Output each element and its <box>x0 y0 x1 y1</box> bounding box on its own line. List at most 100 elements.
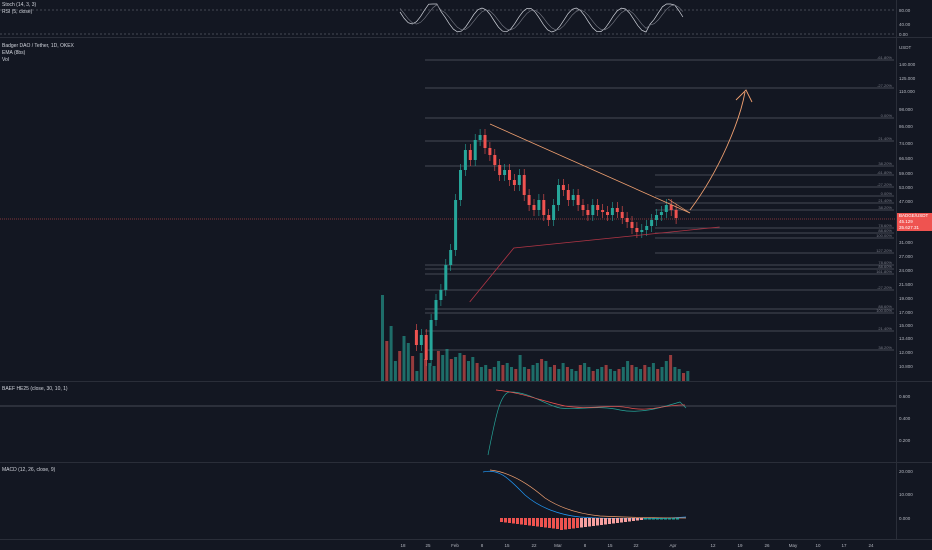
price-tick-label: 125.000 <box>899 76 916 81</box>
price-tick-label: 27.000 <box>899 254 913 259</box>
volume-bar <box>677 369 681 381</box>
fib-level-label: 38.20% <box>878 345 892 350</box>
macd-histogram-bar <box>628 518 631 522</box>
fib-level-label: 0.00% <box>881 113 893 118</box>
bbt-tick-label: 0.200 <box>899 438 911 443</box>
price-tick-label: 66.500 <box>899 156 913 161</box>
fib-level-label: 78.60% <box>878 223 892 228</box>
candle-body <box>444 265 448 290</box>
candle-body <box>674 210 678 218</box>
time-axis-label: 12 <box>710 543 716 548</box>
price-tick-label: 31.000 <box>899 240 913 245</box>
macd-histogram-bar <box>552 518 555 529</box>
ema-label[interactable]: EMA (8bs) <box>2 50 26 56</box>
macd-label[interactable]: MACD (12, 26, close, 9) <box>2 467 56 473</box>
bbt-tick-label: 0.600 <box>899 394 911 399</box>
stoch-d-line <box>399 4 684 31</box>
candle-body <box>645 226 649 230</box>
volume-bar <box>617 369 621 381</box>
fib-level-label: 21.40% <box>878 198 892 203</box>
macd-histogram-bar <box>636 518 639 521</box>
volume-bar <box>488 369 492 381</box>
pane-separator[interactable] <box>0 37 932 38</box>
macd-histogram-bar <box>592 518 595 526</box>
candle-body <box>591 205 595 215</box>
volume-bar <box>587 367 591 381</box>
time-axis-border <box>0 539 932 540</box>
candle-body <box>635 228 639 232</box>
candle-body <box>454 200 458 250</box>
symbol-title[interactable]: Badger DAO / Tether, 1D, OKEX <box>2 43 74 49</box>
fib-level-label: 88.60% <box>878 228 892 233</box>
pane-separator[interactable] <box>0 462 932 463</box>
macd-tick-label: 10.000 <box>899 492 913 497</box>
volume-bar <box>540 359 544 381</box>
volume-bar <box>398 351 402 381</box>
volume-label[interactable]: Vol <box>2 57 9 63</box>
fib-level-label: -61.80% <box>877 170 892 175</box>
volume-bar <box>415 371 419 381</box>
volume-bar <box>604 365 608 381</box>
candle-body <box>463 150 467 170</box>
candle-body <box>552 205 556 220</box>
time-axis-label: Apr <box>669 543 677 548</box>
macd-histogram-bar <box>508 518 511 523</box>
volume-bar <box>531 365 535 381</box>
volume-bar <box>630 365 634 381</box>
volume-bar <box>432 366 436 381</box>
volume-bar <box>492 367 496 381</box>
trendline-small <box>667 198 691 214</box>
fib-level-label: 100.00% <box>876 233 892 238</box>
macd-histogram-bar <box>664 518 667 520</box>
macd-histogram-bar <box>528 518 531 526</box>
fib-level-label: -61.80% <box>877 55 892 60</box>
volume-bar <box>548 367 552 381</box>
macd-histogram-bar <box>584 518 587 527</box>
bbt-tick-label: 0.400 <box>899 416 911 421</box>
candle-body <box>517 175 521 185</box>
volume-bar <box>497 361 501 381</box>
macd-histogram-bar <box>596 518 599 526</box>
macd-tick-label: 0.000 <box>899 516 911 521</box>
symbol-badge: BADGE/USDT <box>897 213 932 219</box>
price-tick-label: 47.000 <box>899 199 913 204</box>
stoch-label[interactable]: Stoch (14, 3, 3) <box>2 2 37 8</box>
macd-histogram-bar <box>500 518 503 522</box>
rsi-label[interactable]: RSI (5, close) <box>2 9 33 15</box>
forecast-arrowhead <box>735 89 753 103</box>
bbt-line-1 <box>487 391 687 456</box>
candle-body <box>542 200 546 215</box>
volume-bar <box>527 369 531 381</box>
time-axis-label: 10 <box>815 543 821 548</box>
fib-level-label: -27.20% <box>877 83 892 88</box>
volume-bar <box>578 365 582 381</box>
candle-body <box>488 148 492 155</box>
stoch-k-line <box>399 3 684 33</box>
fib-level-label: -27.20% <box>877 182 892 187</box>
candle-body <box>503 170 507 175</box>
fib-level-label: 78.60% <box>878 260 892 265</box>
candle-body <box>449 250 453 265</box>
fib-level-label: 38.20% <box>878 161 892 166</box>
price-tick-label: 74.000 <box>899 141 913 146</box>
macd-histogram-bar <box>612 518 615 524</box>
macd-histogram-bar <box>520 518 523 525</box>
ema-line <box>469 226 720 303</box>
volume-bar <box>643 365 647 381</box>
price-tick-label: 53.000 <box>899 185 913 190</box>
volume-bar <box>505 363 509 381</box>
macd-histogram-bar <box>652 518 655 520</box>
pane-separator[interactable] <box>0 381 932 382</box>
macd-histogram-bar <box>600 518 603 525</box>
bbt-label[interactable]: BAEF HE25 (close, 30, 10, 1) <box>2 386 68 392</box>
volume-bar <box>402 336 406 381</box>
price-tick-label: 17.000 <box>899 310 913 315</box>
candle-body <box>522 175 526 195</box>
macd-line <box>482 470 687 520</box>
volume-bar <box>660 367 664 381</box>
price-tick-label: 10.800 <box>899 364 913 369</box>
volume-bar <box>553 365 556 381</box>
fib-level-label: 0.00% <box>881 191 893 196</box>
stoch-tick-label: 80.00 <box>899 8 911 13</box>
